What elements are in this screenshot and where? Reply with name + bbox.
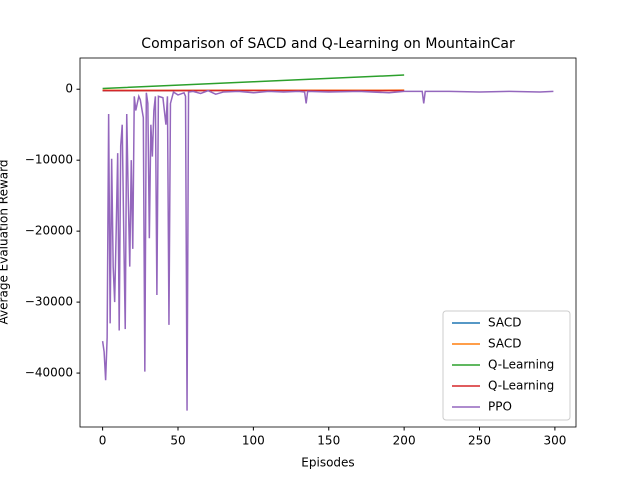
y-tick-label: −10000: [25, 153, 73, 167]
legend-label: Q-Learning: [488, 379, 554, 393]
x-tick-label: 150: [317, 434, 340, 448]
x-tick-label: 250: [468, 434, 491, 448]
x-axis-label: Episodes: [301, 456, 354, 470]
legend-box: [442, 310, 571, 421]
y-axis-label: Average Evaluation Reward: [0, 160, 11, 325]
x-tick-label: 300: [543, 434, 566, 448]
x-tick-label: 100: [242, 434, 265, 448]
legend-label: SACD: [488, 316, 521, 330]
series-line: [102, 74, 405, 90]
legend-label: Q-Learning: [488, 358, 554, 372]
y-tick-label: −20000: [25, 224, 73, 238]
y-tick-label: −30000: [25, 295, 73, 309]
x-tick-label: 50: [170, 434, 185, 448]
chart-title: Comparison of SACD and Q-Learning on Mou…: [141, 36, 515, 52]
axes-frame: [79, 57, 577, 428]
y-tick-label: −40000: [25, 366, 73, 380]
y-tick-label: 0: [65, 82, 73, 96]
x-tick-label: 0: [99, 434, 107, 448]
series-line: [101, 89, 554, 411]
x-tick-label: 200: [393, 434, 416, 448]
legend-label: SACD: [488, 337, 521, 351]
legend-label: PPO: [488, 400, 512, 414]
